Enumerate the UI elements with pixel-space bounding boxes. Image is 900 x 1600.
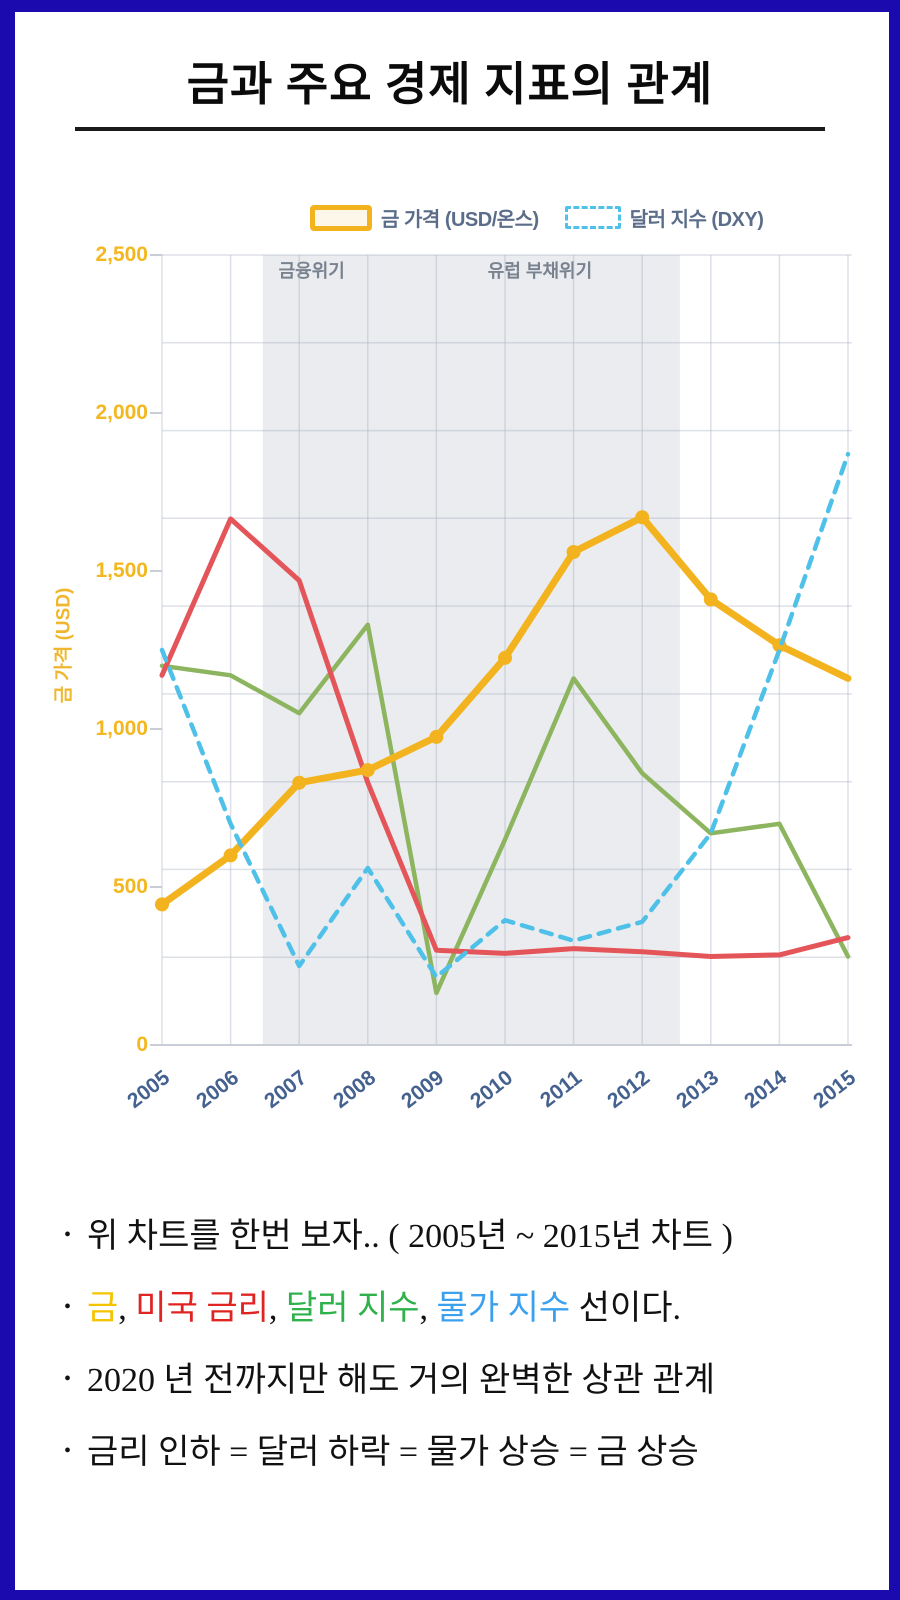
series-gold-price-marker	[703, 592, 718, 607]
y-tick-label: 1,500	[95, 559, 148, 582]
bullet-dot-icon: •	[64, 1224, 72, 1246]
y-tick-label: 2,000	[95, 401, 148, 424]
main-title: 금과 주요 경제 지표의 관계	[186, 59, 714, 110]
y-tick-label: 500	[112, 875, 148, 898]
series-gold-price-marker	[360, 763, 375, 778]
page-border-right	[889, 0, 900, 1600]
series-gold-price-marker	[223, 848, 238, 863]
y-tick-label: 2,500	[95, 243, 148, 266]
bullet-text-part: 물가 지수	[436, 1290, 571, 1327]
legend-label-gold: 금 가격 (USD/온스)	[381, 209, 539, 231]
series-dollar-index-green-line	[159, 622, 851, 996]
bullet-dot-icon: •	[64, 1440, 72, 1462]
band-annotation: 금융위기	[279, 261, 345, 281]
series-dxy-dashed-line	[159, 451, 851, 980]
series-gold-price-marker	[635, 510, 650, 525]
chart-svg: 금융위기 유럽 부채위기	[150, 254, 852, 1046]
series-gold-price-marker	[155, 897, 169, 912]
legend-item-dxy: 달러 지수 (DXY)	[564, 203, 764, 232]
bullet-text-part: 2020 년 전까지만 해도 거의 완벽한 상관 관계	[87, 1362, 715, 1399]
bullet-text-part: 금리 인하 = 달러 하락 = 물가 상승 = 금 상승	[87, 1434, 699, 1471]
legend-label-dxy: 달러 지수 (DXY)	[629, 209, 764, 231]
series-gold-price-marker	[566, 545, 581, 559]
bullet-item: • 위 차트를 한번 보자.. ( 2005년 ~ 2015년 차트 )	[60, 1208, 860, 1257]
bullet-dot-icon: •	[64, 1296, 72, 1318]
bullet-item: • 금, 미국 금리, 달러 지수, 물가 지수 선이다.	[60, 1280, 860, 1329]
gold-line-swatch-icon	[310, 204, 372, 231]
bullet-text-part: 달러 지수	[285, 1290, 420, 1327]
y-tick-label: 1,000	[95, 717, 148, 740]
series-gold-price-marker	[292, 775, 307, 790]
bullet-text-part: 위 차트를 한번 보자.. ( 2005년 ~ 2015년 차트 )	[87, 1218, 733, 1255]
band-annotation: 유럽 부채위기	[488, 261, 592, 281]
bullet-item: • 금리 인하 = 달러 하락 = 물가 상승 = 금 상승	[60, 1424, 860, 1473]
bullet-text-part: 미국 금리	[135, 1290, 269, 1327]
bullet-text-part: ,	[419, 1290, 437, 1327]
page-border-left	[0, 0, 15, 1600]
series-us-interest-rate-line	[159, 516, 851, 959]
y-tick-label: 0	[136, 1033, 148, 1056]
page-border-top	[0, 0, 900, 12]
bullet-text-part: ,	[268, 1290, 286, 1327]
legend-item-gold: 금 가격 (USD/온스)	[310, 203, 539, 232]
bullet-item: • 2020 년 전까지만 해도 거의 완벽한 상관 관계	[60, 1352, 860, 1401]
bullet-text-part: ,	[118, 1290, 136, 1327]
legend: 금 가격 (USD/온스) 달러 지수 (DXY)	[310, 203, 764, 232]
series-gold-price-marker	[498, 650, 512, 665]
bullet-text-part: 선이다.	[570, 1290, 682, 1327]
bullet-text-part: 금	[87, 1290, 119, 1327]
bullet-list: • 위 차트를 한번 보자.. ( 2005년 ~ 2015년 차트 ) • 금, 미…	[60, 1208, 860, 1496]
dashed-line-swatch-icon	[564, 206, 621, 229]
bullet-dot-icon: •	[64, 1368, 72, 1390]
series-gold-price-marker	[429, 729, 444, 744]
page-border-bottom	[0, 1590, 900, 1600]
title-underline	[75, 127, 825, 131]
